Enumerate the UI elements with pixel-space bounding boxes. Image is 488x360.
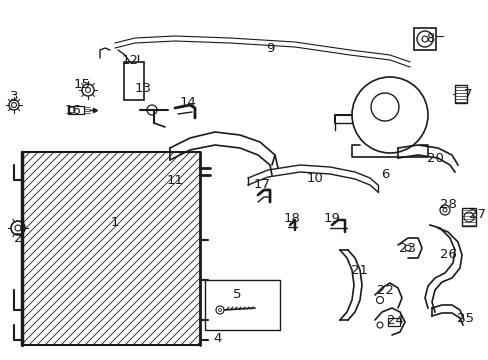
Text: 28: 28: [439, 198, 455, 211]
Text: 14: 14: [179, 95, 196, 108]
Text: 3: 3: [10, 90, 18, 104]
Text: 8: 8: [425, 31, 433, 45]
Bar: [68, 106, 84, 114]
Bar: [454, 85, 466, 103]
Bar: [387, 318, 399, 326]
Text: 22: 22: [376, 284, 393, 297]
Text: 26: 26: [439, 248, 455, 261]
Text: 13: 13: [134, 81, 151, 94]
Text: 5: 5: [232, 288, 241, 302]
Text: 20: 20: [426, 152, 443, 165]
Text: 19: 19: [323, 211, 340, 225]
Text: 10: 10: [306, 171, 323, 184]
Text: 17: 17: [253, 179, 270, 192]
Text: 11: 11: [166, 174, 183, 186]
Text: 9: 9: [265, 41, 274, 54]
Text: 2: 2: [14, 231, 22, 244]
Text: 12: 12: [121, 54, 138, 67]
Text: 23: 23: [399, 242, 416, 255]
Text: 18: 18: [283, 211, 300, 225]
Text: 24: 24: [386, 314, 403, 327]
Text: 1: 1: [110, 216, 119, 229]
Bar: [204, 280, 280, 330]
Text: 21: 21: [351, 264, 368, 276]
Text: 27: 27: [468, 208, 486, 221]
Bar: [413, 28, 435, 50]
Text: 4: 4: [213, 332, 222, 345]
Text: 25: 25: [456, 311, 472, 324]
Bar: [124, 62, 143, 100]
Text: 15: 15: [73, 78, 90, 91]
Text: 6: 6: [380, 168, 388, 181]
Bar: [461, 208, 475, 226]
Text: 7: 7: [463, 89, 471, 102]
Text: 16: 16: [64, 104, 81, 117]
